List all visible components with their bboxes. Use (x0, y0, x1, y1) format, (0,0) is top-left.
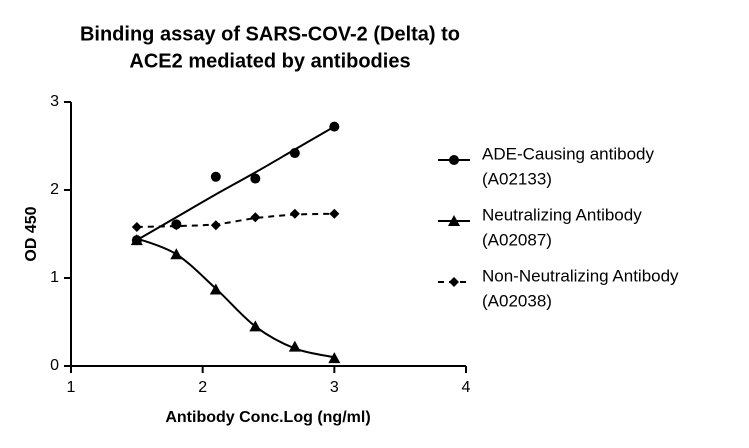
marker (210, 171, 221, 182)
y-tick-label: 3 (50, 93, 59, 110)
x-axis-label: Antibody Conc.Log (ng/ml) (165, 409, 370, 426)
marker (329, 121, 340, 132)
fit-line (136, 237, 335, 359)
marker (328, 352, 341, 364)
marker (449, 277, 459, 287)
marker (170, 248, 183, 260)
y-tick-label: 0 (50, 357, 59, 374)
marker (130, 234, 143, 246)
y-tick-label: 2 (50, 181, 59, 198)
marker (329, 208, 340, 219)
legend-label: ADE-Causing antibody (482, 144, 654, 163)
legend-label: (A02038) (482, 291, 552, 310)
chart-title: Binding assay of SARS-COV-2 (Delta) to (80, 23, 460, 45)
x-tick-label: 3 (330, 379, 339, 396)
marker (250, 173, 261, 184)
marker (250, 212, 261, 223)
x-tick-label: 4 (462, 379, 471, 396)
marker (249, 320, 262, 332)
legend-label: (A02087) (482, 230, 552, 249)
fit-line (136, 125, 335, 242)
y-axis-label: OD 450 (23, 206, 40, 261)
marker (131, 221, 142, 232)
marker (289, 148, 300, 159)
marker (210, 220, 221, 231)
marker (171, 220, 182, 231)
fit-line (136, 212, 335, 228)
marker (288, 340, 301, 352)
marker (448, 215, 460, 226)
x-tick-label: 2 (198, 379, 207, 396)
chart-title: ACE2 mediated by antibodies (129, 50, 410, 72)
legend-label: Non-Neutralizing Antibody (482, 266, 679, 285)
marker (209, 283, 222, 295)
y-tick-label: 1 (50, 269, 59, 286)
marker (289, 208, 300, 219)
legend-label: Neutralizing Antibody (482, 205, 642, 224)
marker (449, 155, 459, 165)
legend-label: (A02133) (482, 169, 552, 188)
x-tick-label: 1 (67, 379, 76, 396)
